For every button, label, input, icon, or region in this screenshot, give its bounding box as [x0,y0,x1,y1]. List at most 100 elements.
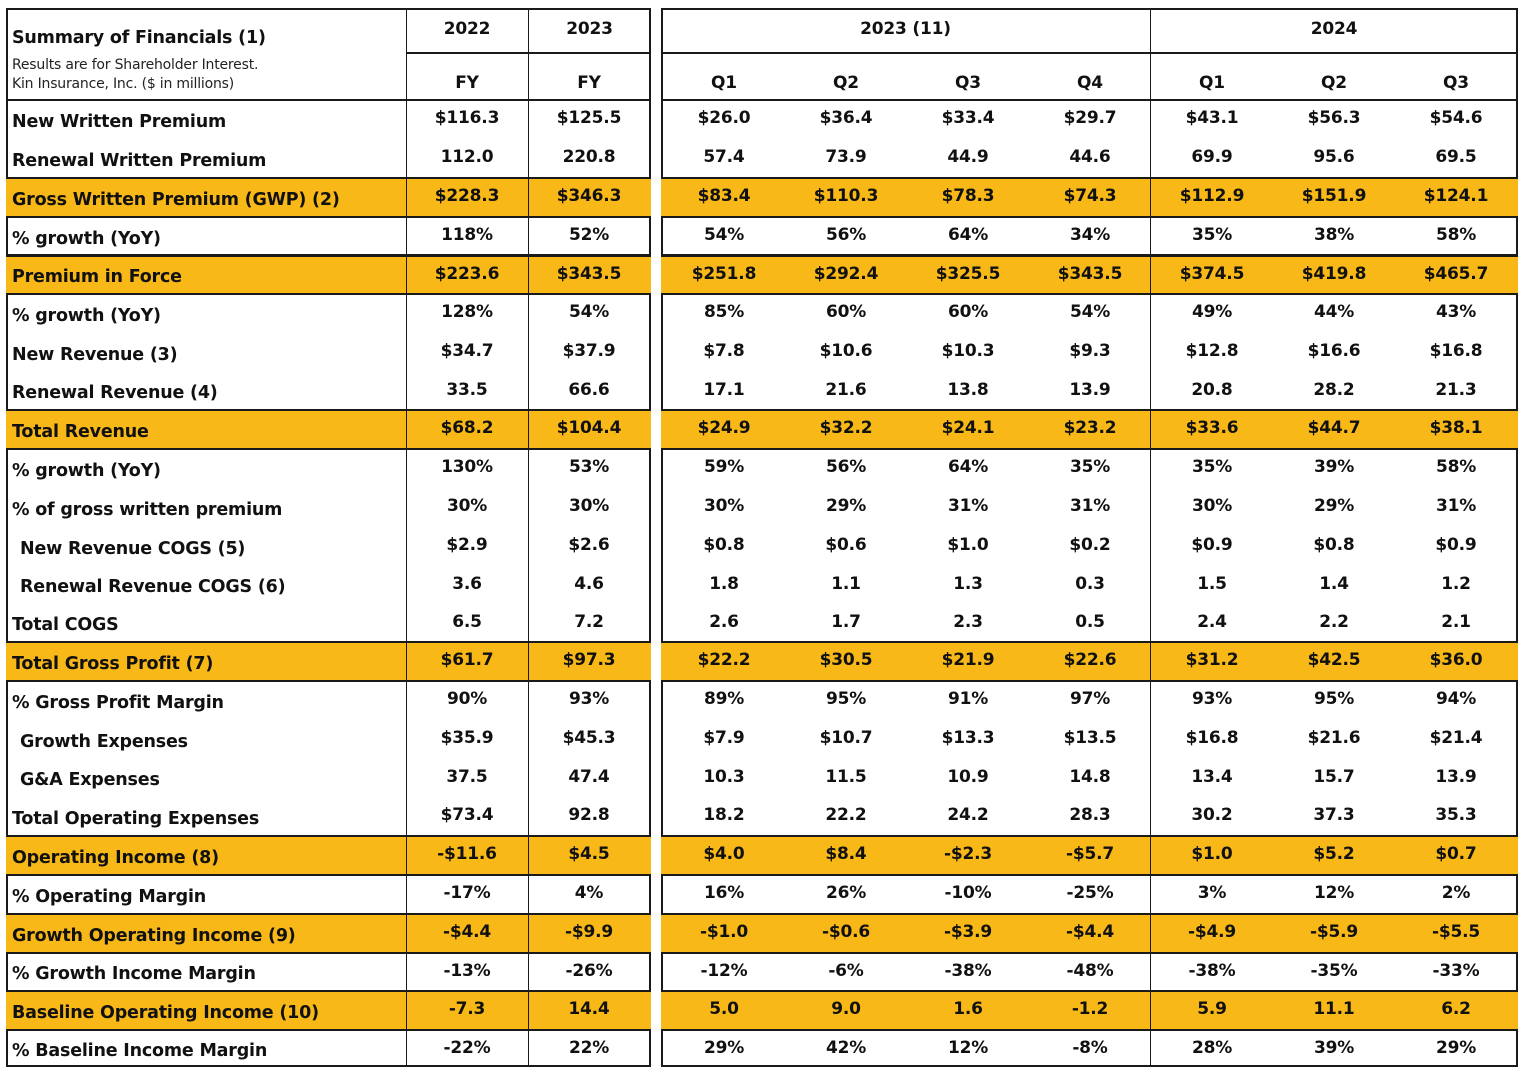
table-cell: 13.8 [947,380,989,400]
table-cell: 16% [703,883,745,903]
table-cell: 128% [441,302,493,322]
table-cell: -$5.5 [1432,922,1480,942]
table-cell: 33.5 [446,380,488,400]
table-cell: 118% [441,225,493,245]
table-cell: $34.7 [440,341,494,361]
table-cell: $0.2 [1069,535,1111,555]
table-cell: -22% [443,1038,491,1058]
table-cell: 22% [568,1038,610,1058]
table-cell: 35% [1069,457,1111,477]
table-cell: $37.9 [562,341,616,361]
table-cell: 57.4 [703,147,745,167]
table-cell: 30% [446,496,488,516]
column-divider [528,8,529,1067]
row-divider-left [6,177,651,179]
table-cell: 3.6 [452,574,482,594]
table-cell: -$11.6 [437,844,497,864]
row-highlight-left [6,835,651,874]
table-cell: $7.9 [703,728,745,748]
table-cell: -$9.9 [565,922,613,942]
table-cell: $0.8 [703,535,745,555]
table-cell: 29% [825,496,867,516]
table-cell: $7.8 [703,341,745,361]
table-cell: 11.1 [1313,999,1355,1019]
table-cell: $26.0 [697,108,751,128]
year-header: 2023 (11) [860,19,951,39]
table-cell: 52% [568,225,610,245]
table-cell: $116.3 [434,108,500,128]
table-cell: 13.4 [1191,767,1233,787]
table-cell: $112.9 [1179,186,1245,206]
table-cell: 73.9 [825,147,867,167]
table-cell: -$5.9 [1310,922,1358,942]
table-cell: -38% [1188,961,1236,981]
row-divider-left [6,952,651,954]
table-cell: -48% [1066,961,1114,981]
row-highlight-right [661,641,1518,680]
table-cell: 3% [1197,883,1227,903]
table-cell: 26% [825,883,867,903]
row-divider-right [661,913,1518,915]
table-cell: 22.2 [825,805,867,825]
table-cell: 54% [1069,302,1111,322]
table-cell: 54% [568,302,610,322]
table-cell: 31% [1435,496,1477,516]
table-cell: $4.0 [703,844,745,864]
row-highlight-right [661,913,1518,952]
table-cell: $21.6 [1307,728,1361,748]
table-cell: 90% [446,689,488,709]
row-highlight-right [661,835,1518,874]
row-divider-right [661,680,1518,682]
table-cell: $151.9 [1301,186,1367,206]
table-cell: $24.9 [697,418,751,438]
table-cell: 11.5 [825,767,867,787]
row-divider-right [661,835,1518,837]
table-cell: $23.2 [1063,418,1117,438]
table-cell: 2.3 [953,612,983,632]
table-cell: 6.5 [452,612,482,632]
table-cell: 39% [1313,1038,1355,1058]
row-divider-right [661,254,1518,256]
table-cell: $292.4 [813,264,879,284]
row-divider-right [661,990,1518,992]
table-cell: 30% [703,496,745,516]
row-highlight-left [6,641,651,680]
table-cell: $56.3 [1307,108,1361,128]
table-cell: $31.2 [1185,650,1239,670]
row-highlight-right [661,255,1518,293]
table-cell: $97.3 [562,650,616,670]
row-label: Renewal Revenue COGS (6) [20,577,286,597]
table-cell: 30% [568,496,610,516]
table-cell: 34% [1069,225,1111,245]
table-subtitle-line1: Results are for Shareholder Interest. [12,57,259,73]
table-cell: 1.3 [953,574,983,594]
table-cell: 130% [441,457,493,477]
table-cell: 93% [1191,689,1233,709]
table-cell: $33.4 [941,108,995,128]
table-cell: 2.6 [709,612,739,632]
row-highlight-left [6,409,651,448]
table-cell: $104.4 [556,418,622,438]
table-cell: 92.8 [568,805,610,825]
row-divider-left [6,835,651,837]
row-label: % growth (YoY) [12,229,161,249]
table-cell: 28% [1191,1038,1233,1058]
table-cell: -$5.7 [1066,844,1114,864]
table-cell: 66.6 [568,380,610,400]
table-cell: $29.7 [1063,108,1117,128]
row-divider-left [6,680,651,682]
year-header: 2024 [1310,19,1358,39]
table-cell: 56% [825,457,867,477]
table-cell: 1.6 [953,999,983,1019]
table-cell: $1.0 [947,535,989,555]
table-cell: -$4.4 [443,922,491,942]
table-cell: 49% [1191,302,1233,322]
column-divider [406,8,407,1067]
period-header: Q1 [1199,73,1225,93]
table-cell: 29% [703,1038,745,1058]
table-cell: 1.8 [709,574,739,594]
table-cell: $38.1 [1429,418,1483,438]
table-cell: 2.2 [1319,612,1349,632]
table-cell: 89% [703,689,745,709]
table-cell: 13.9 [1069,380,1111,400]
